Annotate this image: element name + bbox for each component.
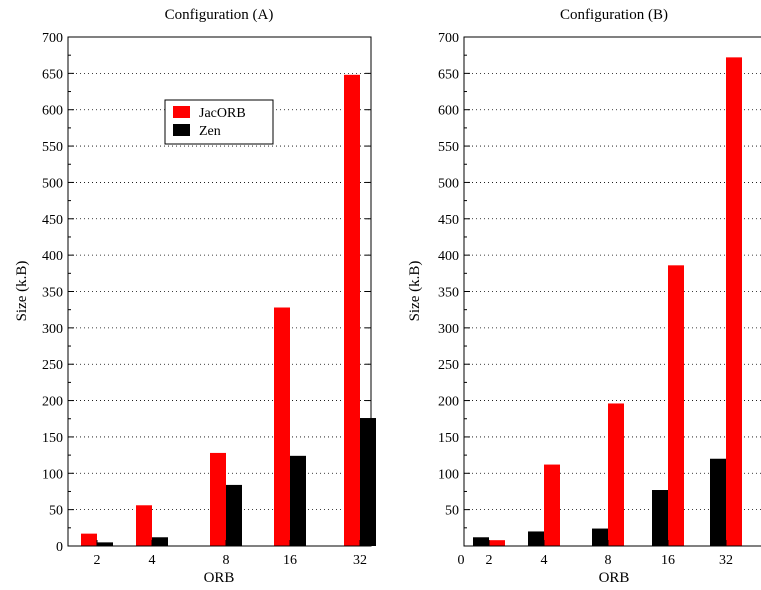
bar-jacorb-16 [668, 265, 684, 546]
y-axis-label-a: Size (k.B) [14, 261, 30, 322]
y-tick-label: 300 [42, 322, 63, 337]
x-tick-label: 32 [719, 553, 733, 568]
bar-zen-16 [290, 455, 306, 546]
bar-jacorb-8 [210, 452, 226, 546]
bar-zen-2 [473, 537, 489, 546]
y-tick-label: 350 [42, 286, 63, 301]
x-tick-label: 16 [283, 553, 297, 568]
y-tick-label: 100 [438, 467, 459, 482]
y-tick-label: 250 [438, 358, 459, 373]
grid-a [68, 72, 371, 511]
bar-zen-2 [97, 542, 113, 546]
legend-label-zen: Zen [199, 124, 221, 139]
y-tick-label: 50 [445, 504, 459, 519]
y-tick-label: 500 [42, 176, 63, 191]
bar-zen-32 [360, 418, 376, 546]
bar-zen-4 [152, 537, 168, 546]
bars-a [81, 74, 376, 546]
x-tick-label: 32 [353, 553, 367, 568]
bar-jacorb-32 [344, 74, 360, 546]
legend-a: JacORB Zen [164, 99, 274, 145]
bar-jacorb-8 [608, 403, 624, 546]
chart-title-a: Configuration (A) [165, 7, 274, 23]
x-tick-label: 4 [149, 553, 156, 568]
y-tick-label: 550 [42, 140, 63, 155]
x-axis-label-a: ORB [204, 570, 235, 586]
y-tick-label: 600 [42, 104, 63, 119]
x-tick-label: 8 [605, 553, 612, 568]
y-tick-label: 150 [438, 431, 459, 446]
bar-jacorb-2 [81, 533, 97, 546]
y-tick-label: 200 [438, 395, 459, 410]
x-tick-label: 8 [223, 553, 230, 568]
y-tick-label: 400 [438, 249, 459, 264]
y-tick-label: 400 [42, 249, 63, 264]
legend-label-jacorb: JacORB [199, 106, 246, 121]
y-tick-label: 450 [438, 213, 459, 228]
y-tick-label: 350 [438, 286, 459, 301]
ticks-a: 0 50 100 150 200 250 300 350 400 450 500 550 600 650 7… [42, 31, 371, 568]
x-tick-label: 4 [541, 553, 548, 568]
bar-zen-32 [710, 458, 726, 546]
x-tick-label: 2 [486, 553, 493, 568]
bar-zen-8 [226, 484, 242, 546]
bar-jacorb-16 [274, 307, 290, 546]
bar-jacorb-4 [544, 464, 560, 546]
bars-b [473, 57, 742, 547]
chart-title-b: Configuration (B) [560, 7, 668, 23]
y-tick-label: 700 [438, 31, 459, 46]
x-tick-label: 16 [661, 553, 675, 568]
x-origin-label-b: 0 [458, 553, 465, 568]
legend-swatch-zen [173, 124, 190, 136]
plot-frame-b [463, 36, 761, 547]
y-tick-label: 200 [42, 395, 63, 410]
bar-jacorb-32 [726, 57, 742, 547]
y-tick-label: 450 [42, 213, 63, 228]
bar-zen-8 [592, 528, 608, 546]
bar-jacorb-2 [489, 540, 505, 546]
chart-panel-b: Configuration (B) ORB Size (k.B) 50 100 15… [407, 7, 761, 586]
y-tick-label: 600 [438, 104, 459, 119]
x-tick-label: 2 [94, 553, 101, 568]
chart-panel-a: Configuration (A) ORB Size (k.B) 0 50 100 1… [14, 7, 376, 586]
y-tick-label: 150 [42, 431, 63, 446]
plot-frame-a [67, 36, 372, 547]
y-tick-label: 50 [49, 504, 63, 519]
ticks-b: 50 100 150 200 250 300 350 400 450 500 550 600 650 70… [438, 31, 733, 568]
y-tick-label: 550 [438, 140, 459, 155]
y-tick-label: 0 [56, 540, 63, 555]
bar-jacorb-4 [136, 505, 152, 546]
bar-zen-4 [528, 531, 544, 546]
bar-zen-16 [652, 490, 668, 546]
y-tick-label: 250 [42, 358, 63, 373]
y-tick-label: 650 [42, 67, 63, 82]
y-tick-label: 500 [438, 176, 459, 191]
y-axis-label-b: Size (k.B) [407, 261, 423, 322]
legend-swatch-jacorb [173, 106, 190, 118]
y-tick-label: 300 [438, 322, 459, 337]
x-axis-label-b: ORB [599, 570, 630, 586]
y-tick-label: 650 [438, 67, 459, 82]
y-tick-label: 100 [42, 467, 63, 482]
y-tick-label: 700 [42, 31, 63, 46]
